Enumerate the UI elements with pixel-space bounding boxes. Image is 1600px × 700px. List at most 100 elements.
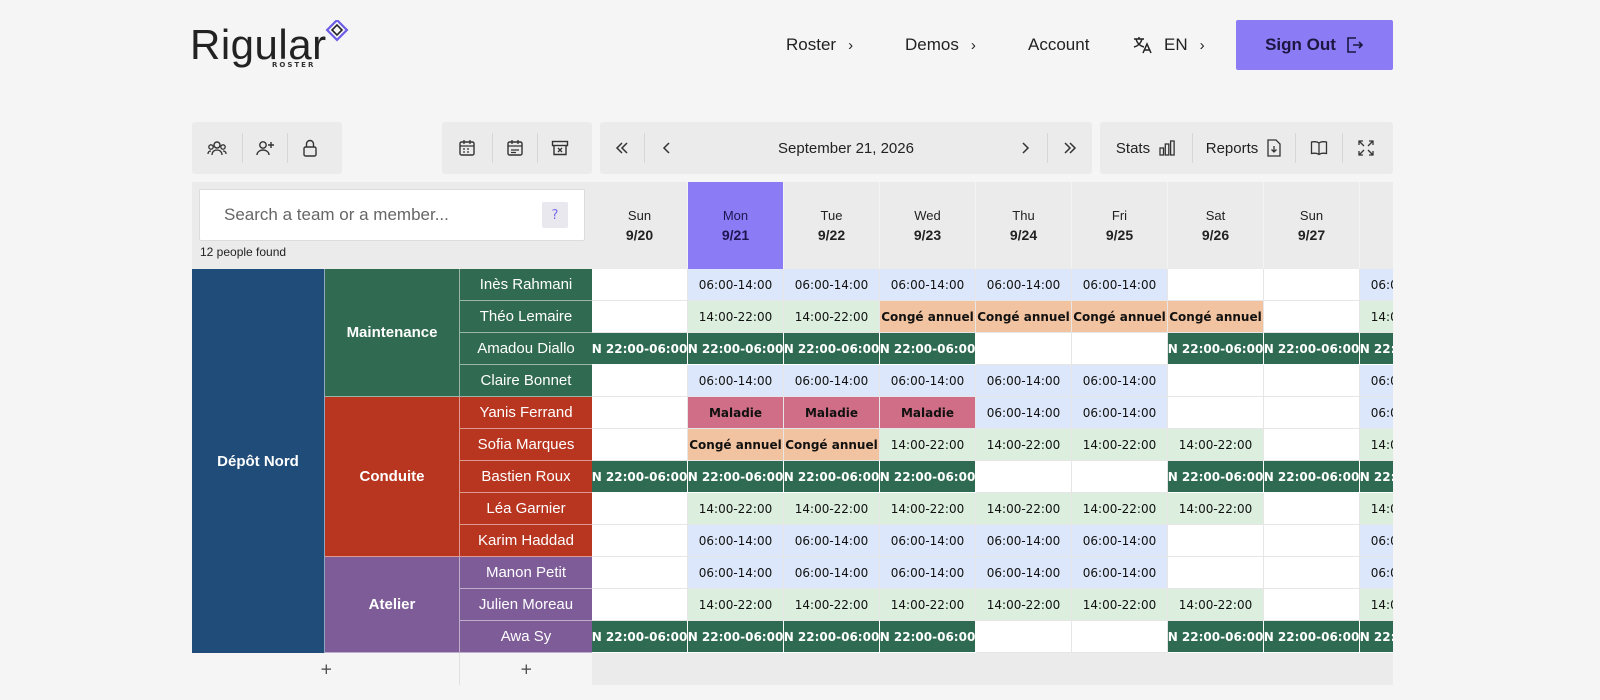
team-label[interactable]: Conduite <box>325 397 459 557</box>
shift-cell[interactable]: Congé annuel <box>1168 301 1264 333</box>
sign-out-button[interactable]: Sign Out <box>1236 20 1393 70</box>
shift-cell[interactable] <box>976 461 1072 493</box>
shift-cell[interactable]: 14:00-22:00 <box>1360 429 1393 461</box>
shift-cell[interactable]: N 22:00-06:00 <box>784 333 880 365</box>
shift-cell[interactable]: N 22:00-06:00 <box>592 333 688 365</box>
shift-cell[interactable] <box>1264 429 1360 461</box>
shift-cell[interactable] <box>1072 333 1168 365</box>
shift-cell[interactable] <box>592 493 688 525</box>
member-name[interactable]: Yanis Ferrand <box>459 397 592 429</box>
shift-cell[interactable]: 06:00-14:00 <box>880 525 976 557</box>
shift-cell[interactable]: 06:00-14:00 <box>1072 269 1168 301</box>
shift-cell[interactable]: Congé annuel <box>1072 301 1168 333</box>
shift-cell[interactable]: Maladie <box>784 397 880 429</box>
shift-cell[interactable]: 14:00-22:00 <box>976 493 1072 525</box>
shift-cell[interactable]: 06:00-14:00 <box>976 269 1072 301</box>
member-name[interactable]: Claire Bonnet <box>459 365 592 397</box>
shift-cell[interactable]: 14:00-22:00 <box>880 589 976 621</box>
add-team-button[interactable]: + <box>320 660 333 678</box>
shift-cell[interactable]: N 22:00-06:00 <box>1264 333 1360 365</box>
team-icon[interactable] <box>192 122 242 174</box>
member-name[interactable]: Amadou Diallo <box>459 333 592 365</box>
shift-cell[interactable] <box>1168 525 1264 557</box>
member-name[interactable]: Léa Garnier <box>459 493 592 525</box>
archive-icon[interactable] <box>538 122 582 174</box>
chevron-right-icon[interactable] <box>1003 122 1047 174</box>
shift-cell[interactable]: N 22:00-06:00 <box>1264 461 1360 493</box>
member-name[interactable]: Inès Rahmani <box>459 269 592 301</box>
shift-cell[interactable]: 06:00-14:00 <box>688 525 784 557</box>
member-name[interactable]: Théo Lemaire <box>459 301 592 333</box>
shift-cell[interactable] <box>592 557 688 589</box>
day-column-header[interactable]: Sun 9/20 <box>592 182 688 269</box>
member-name[interactable]: Sofia Marques <box>459 429 592 461</box>
shift-cell[interactable] <box>592 365 688 397</box>
shift-cell[interactable]: N 22:00-06:00 <box>1360 333 1393 365</box>
member-name[interactable]: Manon Petit <box>459 557 592 589</box>
member-name[interactable]: Bastien Roux <box>459 461 592 493</box>
shift-cell[interactable]: 06:00-14:00 <box>688 269 784 301</box>
book-icon[interactable] <box>1296 122 1342 174</box>
shift-cell[interactable]: 14:00-22:00 <box>1168 429 1264 461</box>
shift-cell[interactable]: 06:00-14:00 <box>880 557 976 589</box>
shift-cell[interactable]: Congé annuel <box>976 301 1072 333</box>
current-date[interactable]: September 21, 2026 <box>778 139 914 157</box>
shift-cell[interactable]: 14:00-22:00 <box>880 429 976 461</box>
shift-cell[interactable]: N 22:00-06:00 <box>688 621 784 653</box>
shift-cell[interactable]: N 22:00-06:00 <box>688 461 784 493</box>
shift-cell[interactable]: 06:00-14:00 <box>784 525 880 557</box>
shift-cell[interactable] <box>976 333 1072 365</box>
search-box[interactable]: ? <box>199 189 585 241</box>
shift-cell[interactable] <box>1168 269 1264 301</box>
team-label[interactable]: Atelier <box>325 557 459 653</box>
shift-cell[interactable]: N 22:00-06:00 <box>880 333 976 365</box>
shift-cell[interactable]: 14:00-22:00 <box>688 589 784 621</box>
language-selector[interactable]: EN › <box>1132 20 1205 70</box>
reports-button[interactable]: Reports <box>1193 122 1295 174</box>
shift-cell[interactable]: 14:00-22:00 <box>688 493 784 525</box>
shift-cell[interactable]: 14:00-22:00 <box>1168 493 1264 525</box>
shift-cell[interactable] <box>1168 365 1264 397</box>
fullscreen-icon[interactable] <box>1343 122 1389 174</box>
shift-cell[interactable]: 06:00-14:00 <box>880 269 976 301</box>
shift-cell[interactable]: 06:00-14:00 <box>976 365 1072 397</box>
shift-cell[interactable]: 14:00-22:00 <box>784 493 880 525</box>
add-member-icon[interactable] <box>243 122 287 174</box>
shift-cell[interactable]: 06:00-14:00 <box>1360 365 1393 397</box>
team-label[interactable]: Maintenance <box>325 269 459 397</box>
member-name[interactable]: Karim Haddad <box>459 525 592 557</box>
shift-cell[interactable]: 14:00-22:00 <box>880 493 976 525</box>
day-column-header[interactable]: Fri 9/25 <box>1072 182 1168 269</box>
shift-cell[interactable]: 06:00-14:00 <box>1360 269 1393 301</box>
search-input[interactable] <box>224 205 542 225</box>
add-member-button[interactable]: + <box>520 660 533 678</box>
day-column-header[interactable]: Sat 9/26 <box>1168 182 1264 269</box>
shift-cell[interactable]: 14:00-22:00 <box>784 301 880 333</box>
shift-cell[interactable]: 06:00-14:00 <box>1072 557 1168 589</box>
shift-cell[interactable] <box>1168 557 1264 589</box>
shift-cell[interactable] <box>592 397 688 429</box>
shift-cell[interactable]: 06:00-14:00 <box>688 557 784 589</box>
shift-cell[interactable]: 14:00-22:00 <box>976 429 1072 461</box>
shift-cell[interactable] <box>976 621 1072 653</box>
shift-cell[interactable]: N 22:00-06:00 <box>1168 333 1264 365</box>
shift-cell[interactable] <box>592 525 688 557</box>
day-column-header[interactable] <box>1360 182 1393 269</box>
shift-cell[interactable] <box>1264 493 1360 525</box>
shift-cell[interactable] <box>592 269 688 301</box>
shift-cell[interactable]: N 22:00-06:00 <box>1360 461 1393 493</box>
shift-cell[interactable]: N 22:00-06:00 <box>592 461 688 493</box>
shift-cell[interactable] <box>592 589 688 621</box>
day-column-header[interactable]: Tue 9/22 <box>784 182 880 269</box>
shift-cell[interactable]: N 22:00-06:00 <box>880 621 976 653</box>
shift-cell[interactable]: 06:00-14:00 <box>880 365 976 397</box>
shift-cell[interactable]: 06:00-14:00 <box>976 525 1072 557</box>
shift-cell[interactable]: 14:00-22:00 <box>1360 493 1393 525</box>
member-name[interactable]: Julien Moreau <box>459 589 592 621</box>
shift-cell[interactable]: 06:00-14:00 <box>976 557 1072 589</box>
shift-cell[interactable] <box>1264 525 1360 557</box>
nav-demos[interactable]: Demos › <box>905 20 976 70</box>
day-column-header[interactable]: Sun 9/27 <box>1264 182 1360 269</box>
shift-cell[interactable]: N 22:00-06:00 <box>688 333 784 365</box>
shift-cell[interactable]: Maladie <box>880 397 976 429</box>
